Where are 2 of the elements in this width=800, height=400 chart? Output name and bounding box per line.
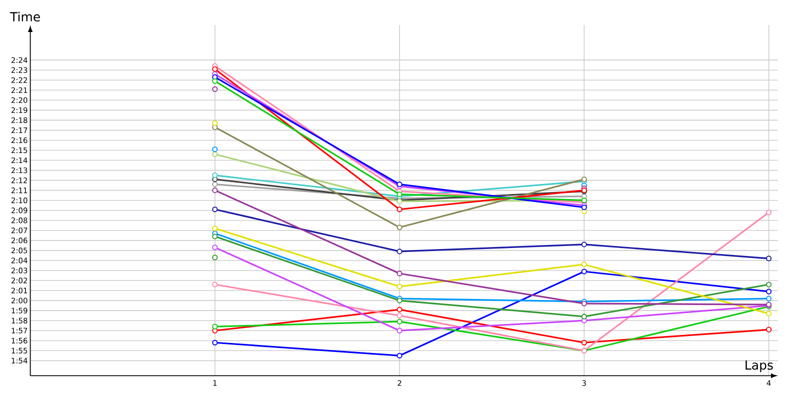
y-axis-title: Time — [10, 12, 40, 22]
x-axis-title: Laps — [746, 360, 773, 372]
